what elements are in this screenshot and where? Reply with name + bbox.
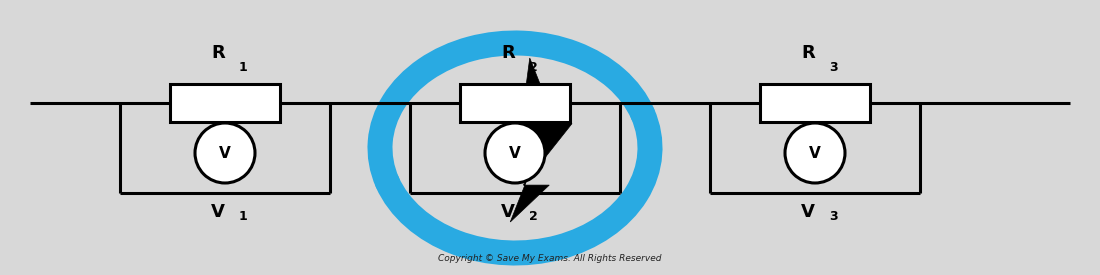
Text: Copyright © Save My Exams. All Rights Reserved: Copyright © Save My Exams. All Rights Re… — [438, 254, 662, 263]
Text: 2: 2 — [529, 61, 538, 74]
Text: R: R — [801, 44, 815, 62]
Text: 1: 1 — [239, 61, 248, 74]
Text: 3: 3 — [828, 61, 837, 74]
Text: V: V — [502, 203, 515, 221]
Text: R: R — [211, 44, 224, 62]
Bar — [460, 84, 570, 122]
Text: R: R — [502, 44, 515, 62]
Circle shape — [195, 123, 255, 183]
Circle shape — [785, 123, 845, 183]
Text: 2: 2 — [529, 210, 538, 223]
Text: V: V — [810, 145, 821, 161]
Bar — [760, 84, 870, 122]
Text: V: V — [211, 203, 224, 221]
Text: V: V — [219, 145, 231, 161]
Polygon shape — [510, 58, 572, 222]
Text: V: V — [509, 145, 521, 161]
Circle shape — [485, 123, 544, 183]
Bar — [170, 84, 280, 122]
Text: V: V — [801, 203, 815, 221]
Text: 1: 1 — [239, 210, 248, 223]
Text: 3: 3 — [828, 210, 837, 223]
